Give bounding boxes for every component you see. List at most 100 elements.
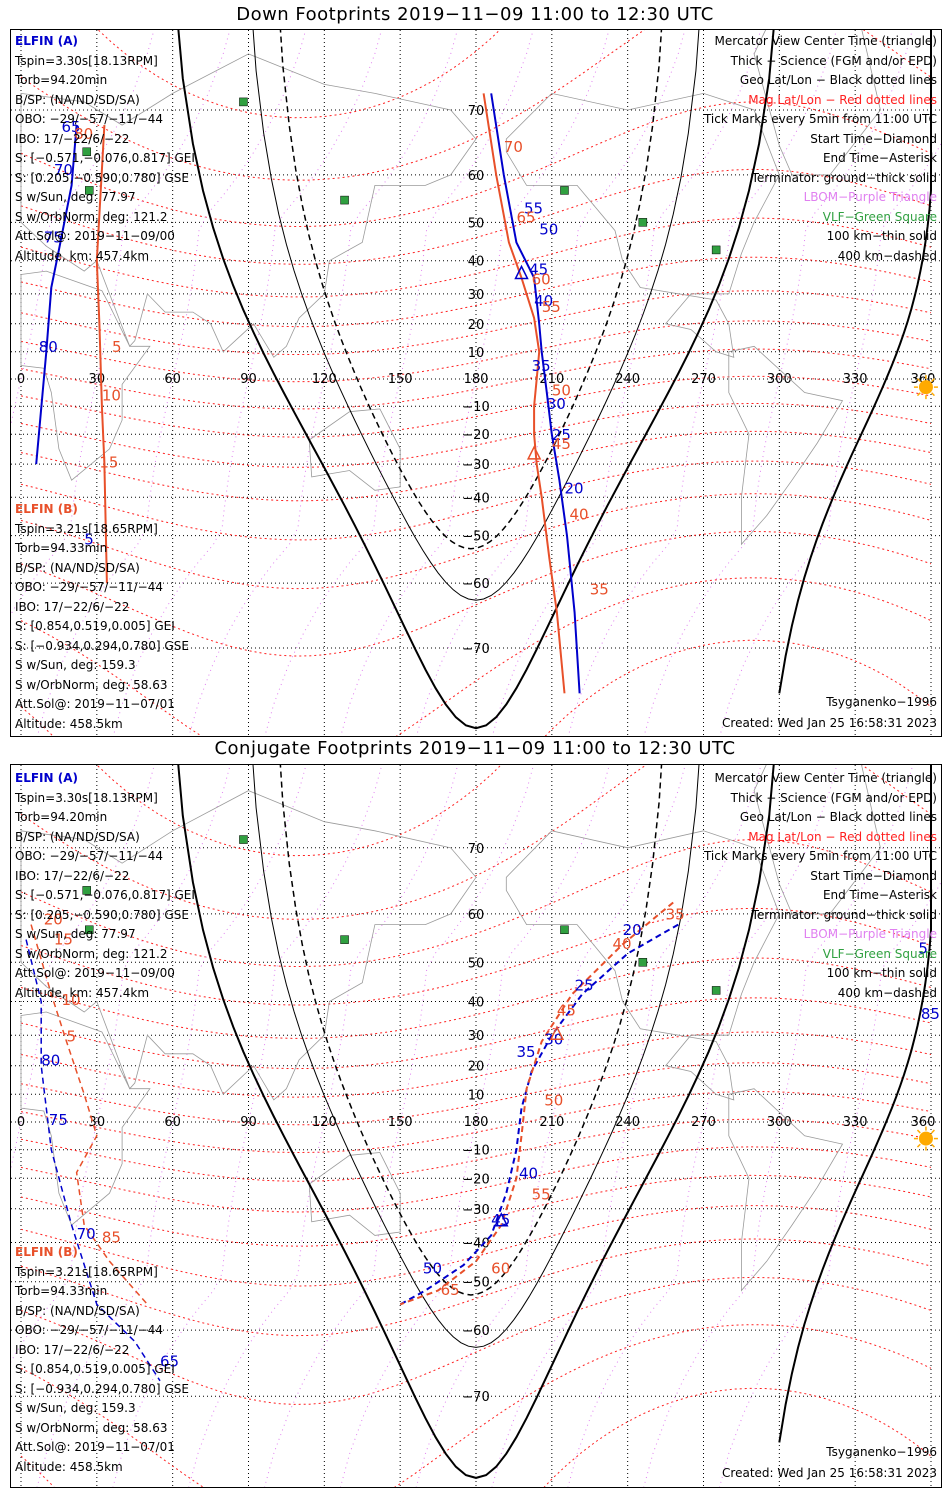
lon-tick-label: 240 [615, 372, 640, 387]
elfin-a-header: ELFIN (A) [15, 34, 78, 48]
legend-item: Start Time−Diamond [810, 131, 937, 146]
mag-meridian-line [567, 765, 838, 1487]
legend-item: Start Time−Diamond [810, 868, 937, 883]
vlf-station-marker [711, 986, 721, 995]
mercator-map-conjugate: 0 30 60 90 120 150 180 210 240 270 300 330 360 70 60 50… [11, 765, 941, 1487]
mag-latitude-line [20, 348, 932, 410]
mag-latitude-line [20, 765, 932, 920]
elfin-b-track-west [95, 125, 108, 584]
elfin-a-line: Tspin=3.30s[18.13RPM] [15, 53, 158, 68]
sun-icon [918, 1131, 933, 1146]
elfin-b-center-triangle [549, 1025, 565, 1040]
legend-item: End Time−Asterisk [822, 151, 937, 165]
legend-item: VLF−Green Square [822, 209, 937, 224]
elfin-b-tick-label: 15 [54, 930, 73, 948]
elfin-a-line: IBO: 17/−22/6/−22 [15, 131, 130, 146]
elfin-b-tick-label: 55 [542, 298, 561, 316]
model-label: Tsyganenko−1996 [826, 695, 937, 709]
elfin-b-tick-label: 50 [552, 381, 571, 399]
legend-item: Thick − Science (FGM and/or EPD) [730, 790, 937, 805]
lon-tick-label: 150 [388, 1115, 413, 1130]
elfin-b-header: ELFIN (B) [15, 502, 78, 516]
elfin-b-tick-label: 10 [61, 991, 80, 1009]
lat-tick-label: 40 [468, 255, 485, 270]
mag-meridian-line [339, 765, 610, 1487]
elfin-a-line: OBO: −29/−57/−11/−44 [15, 112, 163, 126]
elfin-a-line: Att.Sol@: 2019−11−09/00 [15, 229, 175, 243]
lon-tick-label: 180 [464, 1115, 489, 1130]
sun-icon [918, 380, 933, 395]
elfin-b-tick-label: 65 [441, 1281, 460, 1299]
terminator-400km [279, 765, 663, 1296]
elfin-b-tick-label: 5 [112, 338, 122, 356]
lat-tick-label: −20 [462, 428, 489, 443]
created-label: Created: Wed Jan 25 16:58:31 2023 [722, 1466, 937, 1480]
lat-tick-label: −40 [462, 1237, 489, 1252]
elfin-a-tick-label: 70 [77, 1225, 96, 1243]
lon-tick-label: 0 [17, 372, 25, 387]
mag-latitude-line [20, 375, 932, 438]
lon-tick-label: 360 [911, 1115, 936, 1130]
elfin-a-info: ELFIN (A) Tspin=3.30s[18.13RPM] Torb=94.… [15, 32, 195, 266]
elfin-a-tick-label: 75 [49, 1111, 68, 1129]
lon-tick-label: 330 [843, 1115, 868, 1130]
vlf-station-marker [711, 245, 721, 255]
elfin-a-line: S w/Sun, deg: 77.97 [15, 190, 136, 204]
elfin-a-tick-label: 70 [54, 161, 73, 179]
vlf-station-marker [82, 886, 91, 895]
lon-tick-label: 270 [691, 1115, 716, 1130]
continent-outline [20, 270, 151, 481]
mag-latitude-line [20, 957, 932, 1039]
lon-tick-label: 240 [615, 1115, 640, 1130]
vlf-station-marker [560, 925, 569, 935]
elfin-a-line: B/SP: (NA/ND/SD/SA) [15, 92, 140, 107]
lon-tick-label: 300 [767, 1115, 792, 1130]
elfin-a-line: OBO: −29/−57/−11/−44 [15, 849, 163, 863]
elfin-a-tick-label: 25 [575, 976, 594, 994]
elfin-a-line: Tspin=3.30s[18.13RPM] [15, 790, 158, 805]
sun-ray [916, 1143, 921, 1148]
lat-tick-label: 20 [468, 1060, 485, 1075]
elfin-a-tick-label: 50 [539, 221, 558, 239]
elfin-b-line: S w/OrbNorm, deg: 58.63 [15, 677, 168, 692]
mag-latitude-line [20, 997, 932, 1070]
continent-outline [728, 1088, 844, 1292]
lon-tick-label: 270 [691, 372, 716, 387]
elfin-b-tick-label: 80 [74, 125, 93, 143]
panel-title-down: Down Footprints 2019−11−09 11:00 to 12:3… [236, 4, 714, 25]
mag-meridian-line [36, 765, 307, 1487]
elfin-a-line: S: [0.205,−0.590,0.780] GSE [15, 170, 189, 185]
elfin-a-tick-label: 35 [532, 357, 551, 375]
mag-latitude-line [20, 907, 932, 1006]
elfin-b-line: Altitude: 458.5km [15, 1459, 123, 1474]
mag-meridian-line [188, 765, 459, 1487]
mag-latitude-line [20, 1146, 932, 1213]
legend-item: Terminator: ground−thick solid [751, 170, 937, 185]
elfin-b-line: S: [−0.934,0.294,0.780] GSE [15, 638, 189, 653]
elfin-a-line: Altitude, km: 457.4km [15, 248, 150, 263]
elfin-b-tick-label: 50 [544, 1091, 563, 1109]
elfin-b-conjugate-track-west [30, 924, 148, 1305]
elfin-b-tick-label: 70 [504, 138, 523, 156]
elfin-a-tick-label: 65 [160, 1353, 179, 1371]
lon-tick-label: 330 [843, 372, 868, 387]
lon-tick-label: 60 [164, 1115, 181, 1130]
vlf-station-marker [638, 958, 648, 967]
model-label: Tsyganenko−1996 [826, 1445, 937, 1459]
legend-item: Geo Lat/Lon − Black dotted lines [739, 73, 937, 87]
legend-item: 100 km−thin solid [826, 229, 937, 243]
elfin-b-conjugate-track [399, 901, 674, 1306]
elfin-a-line: Torb=94.20min [15, 810, 108, 824]
legend-item: Mag Lat/Lon − Red dotted lines [748, 829, 937, 844]
terminator-400km [279, 30, 663, 550]
mag-latitude-line [20, 1276, 932, 1405]
legend-item: 400 km−dashed [837, 985, 937, 1000]
elfin-b-line: S: [0.854,0.519,0.005] GEI [15, 619, 175, 633]
elfin-b-track [482, 93, 566, 694]
lon-tick-label: 90 [240, 1115, 257, 1130]
mag-latitude-line [20, 101, 932, 228]
mag-latitude-line [20, 320, 932, 383]
elfin-a-line: S: [−0.571,−0.076,0.817] GEI [15, 888, 195, 902]
continent-outline [753, 30, 881, 176]
elfin-a-conjugate-track [399, 923, 679, 1306]
